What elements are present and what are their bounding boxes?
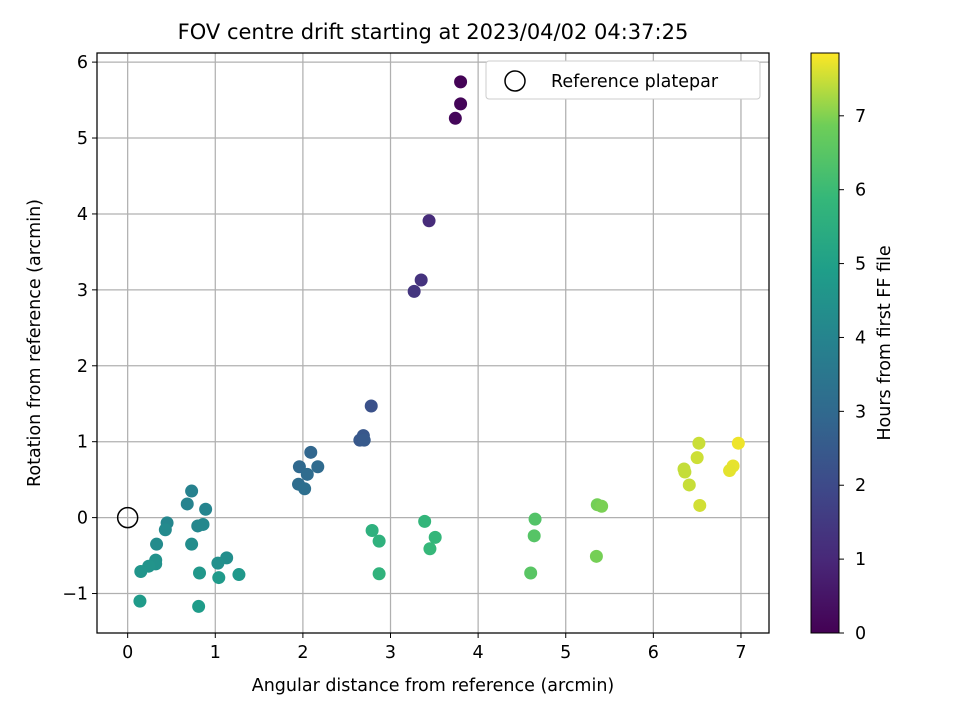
data-point: [723, 464, 737, 478]
data-point: [678, 465, 692, 479]
data-point: [133, 594, 147, 608]
x-tick-label: 5: [560, 643, 571, 663]
colorbar-tick-label: 1: [855, 550, 866, 570]
x-tick-label: 3: [385, 643, 396, 663]
y-tick-label: 4: [77, 205, 88, 225]
x-tick-label: 2: [297, 643, 308, 663]
data-point: [528, 512, 542, 526]
x-tick-label: 7: [735, 643, 746, 663]
y-axis-ticks: −1 0 1 2 3 4 5 6: [62, 53, 97, 605]
y-tick-label: 3: [77, 281, 88, 301]
data-point: [372, 534, 386, 548]
legend-label: Reference platepar: [551, 72, 719, 92]
legend-box: [485, 60, 761, 100]
data-point: [690, 451, 704, 465]
data-point: [232, 568, 246, 582]
data-point: [454, 97, 468, 111]
chart-title: FOV centre drift starting at 2023/04/02 …: [178, 20, 689, 44]
data-point: [365, 524, 379, 538]
reference-marker: [116, 506, 139, 529]
x-axis-label: Angular distance from reference (arcmin): [252, 676, 615, 696]
data-point: [150, 537, 164, 551]
legend: Reference platepar: [485, 60, 761, 100]
data-point: [185, 484, 199, 498]
data-point: [731, 436, 745, 450]
data-point: [298, 482, 312, 496]
data-point: [134, 565, 148, 579]
colorbar-tick-label: 2: [855, 476, 866, 496]
x-tick-label: 1: [210, 643, 221, 663]
data-point: [212, 571, 226, 585]
colorbar-tick-label: 6: [855, 181, 866, 201]
data-point: [524, 566, 538, 580]
data-point: [192, 599, 206, 613]
colorbar-gradient: [810, 52, 840, 634]
data-point: [364, 399, 378, 413]
data-point: [693, 498, 707, 512]
data-point: [423, 542, 437, 556]
plot-frame: [96, 52, 770, 634]
data-point: [454, 75, 468, 89]
data-point: [300, 467, 314, 481]
x-tick-label: 6: [648, 643, 659, 663]
y-tick-label: 0: [77, 509, 88, 529]
data-point: [158, 523, 172, 537]
data-point: [692, 436, 706, 450]
data-point: [422, 214, 436, 228]
colorbar-tick-label: 5: [855, 255, 866, 275]
data-point: [428, 530, 442, 544]
data-point: [196, 517, 210, 531]
x-tick-label: 0: [122, 643, 133, 663]
data-point: [448, 111, 462, 125]
data-point: [185, 537, 199, 551]
data-point: [211, 556, 225, 570]
data-point: [304, 445, 318, 459]
data-point: [527, 529, 541, 543]
data-point: [418, 514, 432, 528]
data-point: [193, 566, 207, 580]
colorbar-ticks: 0 1 2 3 4 5 6 7: [839, 107, 866, 644]
y-tick-label: 2: [77, 357, 88, 377]
data-point: [357, 433, 371, 447]
data-point: [589, 549, 603, 563]
y-tick-label: 5: [77, 129, 88, 149]
legend-marker: [504, 70, 526, 92]
data-point: [682, 478, 696, 492]
colorbar-tick-label: 3: [855, 402, 866, 422]
x-axis-ticks: 0 1 2 3 4 5 6 7: [122, 633, 747, 663]
y-tick-label: 1: [77, 433, 88, 453]
colorbar-tick-label: 0: [855, 624, 866, 644]
data-points: [133, 75, 745, 613]
data-point: [372, 567, 386, 581]
data-point: [311, 460, 325, 474]
x-tick-label: 4: [473, 643, 484, 663]
data-point: [180, 497, 194, 511]
y-tick-label: −1: [62, 585, 88, 605]
colorbar-label: Hours from first FF file: [875, 245, 895, 440]
colorbar: 0 1 2 3 4 5 6 7 Hours from first FF file: [810, 52, 895, 644]
data-point: [407, 284, 421, 298]
colorbar-tick-label: 4: [855, 328, 866, 348]
colorbar-tick-label: 7: [855, 107, 866, 127]
y-axis-label: Rotation from reference (arcmin): [25, 199, 45, 487]
data-point: [414, 273, 428, 287]
data-point: [595, 499, 609, 513]
grid-lines: [97, 53, 769, 633]
y-tick-label: 6: [77, 53, 88, 73]
data-point: [199, 502, 213, 516]
